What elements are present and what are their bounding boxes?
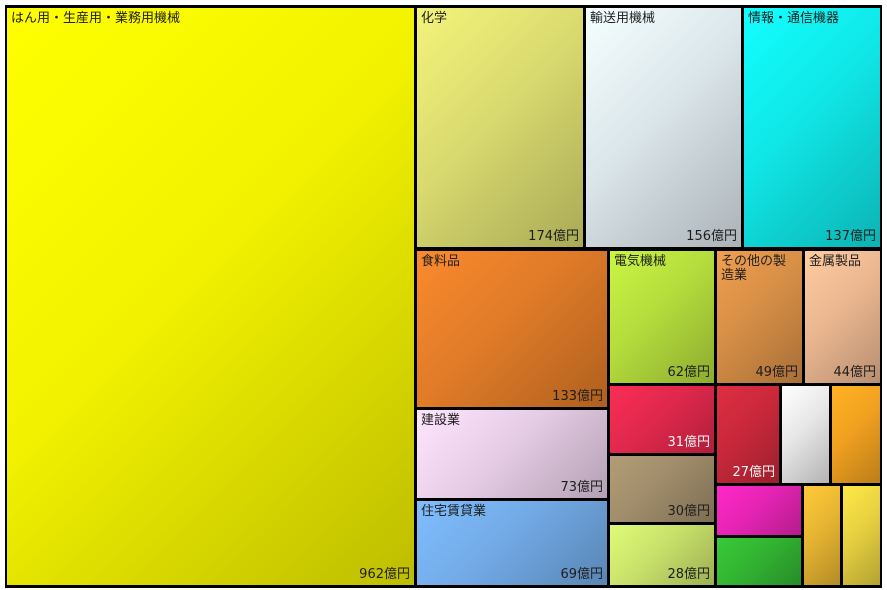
tile-name-yuso: 輸送用機械	[590, 11, 656, 26]
treemap-tile-hanyou[interactable]: はん用・生産用・業務用機械 962億円	[7, 8, 414, 585]
tile-value-label-hanyou: 962億円	[359, 567, 410, 582]
tile-name-sonota: その他の製造業	[721, 254, 787, 283]
treemap-chart: はん用・生産用・業務用機械 962億円 化学 174億円 輸送用機械 156億円 情報・通信…	[5, 5, 882, 588]
tile-value-label-joho: 137億円	[825, 229, 876, 244]
tile-value-label-u28: 28億円	[667, 567, 710, 582]
treemap-tile-kagaku[interactable]: 化学 174億円	[417, 8, 583, 247]
tile-name-hanyou: はん用・生産用・業務用機械	[11, 11, 181, 26]
tile-value-label-sonota: 49億円	[755, 365, 798, 380]
treemap-tile-s4[interactable]	[717, 538, 801, 585]
tile-value-label-denki: 62億円	[667, 365, 710, 380]
treemap-tile-s3[interactable]	[717, 486, 801, 535]
treemap-tile-u30[interactable]: 30億円	[610, 456, 714, 522]
treemap-tile-denki[interactable]: 電気機械 62億円	[610, 251, 714, 383]
tile-value-label-u27: 27億円	[732, 465, 775, 480]
treemap-tile-shokuryo[interactable]: 食料品 133億円	[417, 251, 607, 407]
tile-name-kagaku: 化学	[421, 11, 448, 26]
treemap-tile-kensetsu[interactable]: 建設業 73億円	[417, 410, 607, 498]
treemap-tile-kinzoku[interactable]: 金属製品 44億円	[805, 251, 880, 383]
treemap-tile-u28[interactable]: 28億円	[610, 525, 714, 585]
tile-name-kensetsu: 建設業	[421, 413, 461, 428]
tile-name-shokuryo: 食料品	[421, 254, 461, 269]
treemap-tile-sonota[interactable]: その他の製造業 49億円	[717, 251, 802, 383]
treemap-tile-u27[interactable]: 27億円	[717, 386, 779, 483]
tile-value-label-jutaku: 69億円	[560, 567, 603, 582]
tile-value-label-kinzoku: 44億円	[833, 365, 876, 380]
treemap-tile-s6[interactable]	[843, 486, 880, 585]
treemap-tile-s1[interactable]	[782, 386, 829, 483]
tile-value-label-kagaku: 174億円	[528, 229, 579, 244]
tile-value-label-u31: 31億円	[667, 435, 710, 450]
tile-value-label-kensetsu: 73億円	[560, 480, 603, 495]
tile-name-jutaku: 住宅賃貸業	[421, 504, 487, 519]
tile-name-joho: 情報・通信機器	[748, 11, 840, 26]
tile-name-kinzoku: 金属製品	[809, 254, 862, 269]
treemap-tile-s5[interactable]	[804, 486, 840, 585]
treemap-frame: はん用・生産用・業務用機械 962億円 化学 174億円 輸送用機械 156億円 情報・通信…	[5, 5, 882, 588]
treemap-tile-joho[interactable]: 情報・通信機器 137億円	[744, 8, 880, 247]
tile-value-label-u30: 30億円	[667, 504, 710, 519]
tile-value-label-yuso: 156億円	[686, 229, 737, 244]
tile-name-denki: 電気機械	[614, 254, 667, 269]
treemap-tile-u31[interactable]: 31億円	[610, 386, 714, 453]
treemap-tile-yuso[interactable]: 輸送用機械 156億円	[586, 8, 741, 247]
treemap-tile-jutaku[interactable]: 住宅賃貸業 69億円	[417, 501, 607, 585]
tile-value-label-shokuryo: 133億円	[552, 389, 603, 404]
treemap-tile-s2[interactable]	[832, 386, 880, 483]
